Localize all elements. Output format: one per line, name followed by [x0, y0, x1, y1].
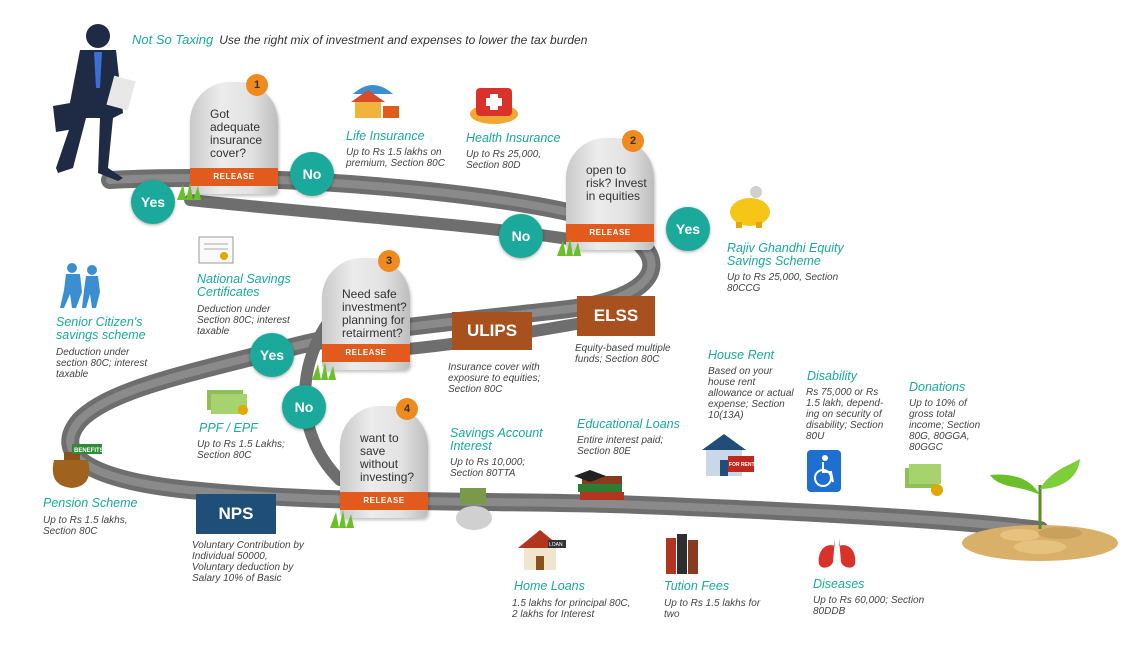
grass-icon: [330, 510, 354, 528]
release-tag-3: RELEASE: [322, 344, 410, 362]
diseases-desc: Up to Rs 60,000; Section 80DDB: [813, 595, 925, 617]
life-insurance-desc: Up to Rs 1.5 lakhs on premium, Section 8…: [346, 147, 445, 169]
decision-stone-2: 2 open to risk? Invest in equities RELEA…: [566, 130, 654, 250]
senior-citizen-title: Senior Citizen's savings scheme: [56, 315, 146, 342]
elss-desc: Equity-based multiple funds; Section 80C: [575, 343, 671, 365]
pension-desc: Up to Rs 1.5 lakhs, Section 80C: [43, 515, 128, 537]
house-for-rent-icon: FOR RENT: [702, 434, 755, 476]
stone-question-2: open to risk? Invest in equities: [586, 163, 647, 203]
disability-desc: Rs 75,000 or Rs 1.5 lakh, depend-ing on …: [806, 387, 884, 442]
senior-citizens-icon: [60, 263, 100, 308]
step-number-3: 3: [378, 250, 400, 272]
health-insurance-title: Health Insurance: [466, 131, 561, 145]
benefits-label: BENEFITS: [74, 448, 104, 454]
wheelchair-icon: [807, 450, 841, 492]
tution-fees-desc: Up to Rs 1.5 lakhs for two: [664, 598, 761, 620]
release-tag-1: RELEASE: [190, 168, 278, 186]
grass-icon: [312, 362, 336, 380]
edu-loan-desc: Entire interest paid; Section 80E: [577, 435, 664, 457]
house-umbrella-icon: [351, 85, 399, 118]
brand-title: Not So Taxing: [132, 32, 214, 47]
edu-loan-title: Educational Loans: [577, 417, 680, 431]
no-decision-1: No: [290, 152, 334, 196]
stone-question-3: Need safe investment? planning for retai…: [342, 287, 407, 340]
rent-label: FOR RENT: [729, 462, 755, 468]
savings-interest-desc: Up to Rs 10,000; Section 80TTA: [450, 457, 526, 479]
tagline: Use the right mix of investment and expe…: [219, 33, 588, 47]
yes-decision-1: Yes: [131, 180, 175, 224]
loan-label: LOAN: [549, 542, 563, 548]
nps-desc: Voluntary Contribution by Individual 500…: [192, 540, 304, 584]
senior-citizen-desc: Deduction under section 80C; interest ta…: [56, 347, 148, 380]
cash-icon: [207, 390, 248, 415]
nsc-title: National Savings Certificates: [197, 272, 291, 299]
disability-title: Disability: [807, 369, 858, 383]
lungs-icon: [818, 538, 856, 568]
stone-question-4: want to save without investing?: [360, 431, 415, 484]
money-plant-icon: [962, 459, 1118, 561]
stone-question-1: Got adequate insurance cover?: [210, 107, 263, 160]
ulips-desc: Insurance cover with exposure to equitie…: [448, 362, 541, 395]
house-rent-title: House Rent: [708, 348, 775, 362]
home-loan-icon: LOAN: [518, 530, 566, 570]
certificate-icon: [198, 236, 234, 264]
nsc-desc: Deduction under Section 80C; interest ta…: [197, 304, 290, 337]
rgess-title: Rajiv Ghandhi Equity Savings Scheme: [727, 241, 844, 268]
books-icon: [574, 470, 624, 500]
diseases-title: Diseases: [813, 577, 865, 591]
pension-title: Pension Scheme: [43, 496, 138, 510]
release-tag-4: RELEASE: [340, 492, 428, 510]
tution-fees-title: Tution Fees: [664, 579, 730, 593]
decision-stone-4: 4 want to save without investing? RELEAS…: [340, 398, 428, 518]
savings-interest-title: Savings Account Interest: [450, 426, 543, 453]
book-stack-icon: [666, 534, 698, 574]
no-decision-3: No: [282, 385, 326, 429]
ulips-box: ULIPS: [452, 312, 532, 350]
donations-title: Donations: [909, 380, 966, 394]
piggy-bank-icon: [730, 186, 770, 228]
businessman-icon: [53, 24, 136, 181]
decision-stone-3: 3 Need safe investment? planning for ret…: [322, 250, 410, 370]
rgess-desc: Up to Rs 25,000, Section 80CCG: [727, 272, 839, 294]
step-number-4: 4: [396, 398, 418, 420]
step-number-1: 1: [246, 74, 268, 96]
first-aid-kit-icon: [470, 88, 518, 124]
ppf-title: PPF / EPF: [199, 421, 258, 435]
cash-donation-icon: [905, 464, 943, 496]
grass-icon: [177, 182, 201, 200]
ppf-desc: Up to Rs 1.5 Lakhs; Section 80C: [197, 439, 285, 461]
page-title: Not So Taxing Use the right mix of invest…: [132, 32, 587, 47]
grass-icon: [557, 238, 581, 256]
health-insurance-desc: Up to Rs 25,000, Section 80D: [466, 149, 542, 171]
money-piggy-icon: [456, 488, 492, 530]
elss-box: ELSS: [577, 296, 655, 336]
home-loans-desc: 1.5 lakhs for principal 80C, 2 lakhs for…: [512, 598, 631, 620]
house-rent-desc: Based on your house rent allowance or ac…: [708, 366, 794, 421]
release-tag-2: RELEASE: [566, 224, 654, 242]
yes-decision-2: Yes: [666, 207, 710, 251]
home-loans-title: Home Loans: [514, 579, 585, 593]
donations-desc: Up to 10% of gross total income; Section…: [909, 398, 981, 453]
nps-box: NPS: [196, 494, 276, 534]
money-bag-icon: BENEFITS: [52, 444, 104, 488]
life-insurance-title: Life Insurance: [346, 129, 425, 143]
step-number-2: 2: [622, 130, 644, 152]
yes-decision-3: Yes: [250, 333, 294, 377]
no-decision-2: No: [499, 214, 543, 258]
decision-stone-1: 1 Got adequate insurance cover? RELEASE: [190, 74, 278, 194]
